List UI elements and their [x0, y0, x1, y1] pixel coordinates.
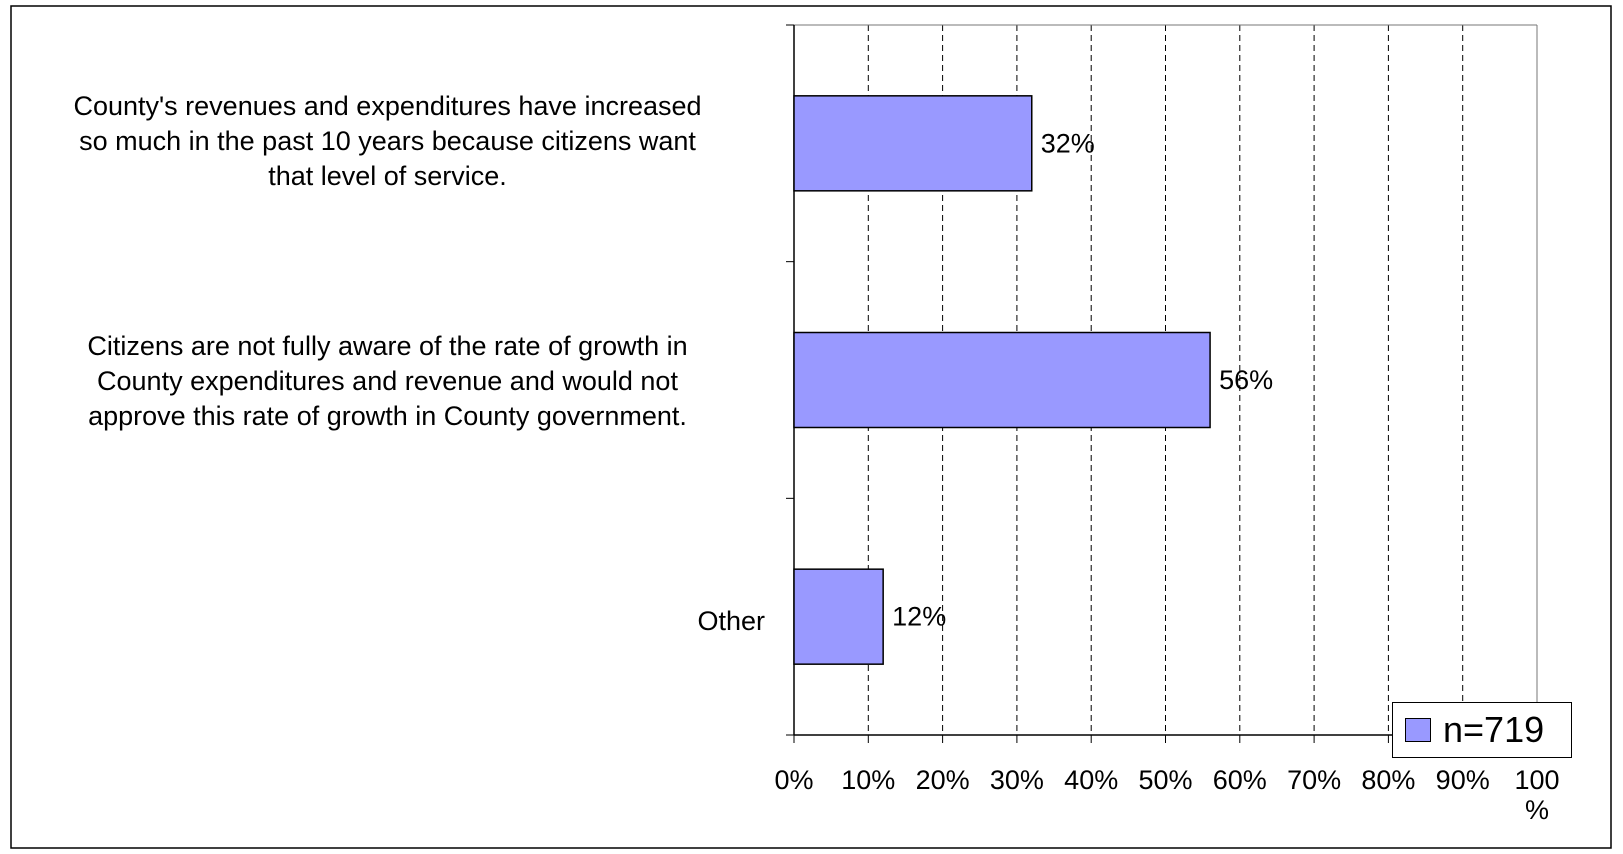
x-tick-label-2: 20% — [916, 765, 970, 795]
x-tick-label-7: 70% — [1287, 765, 1341, 795]
category-label-0-line-3: that level of service. — [268, 161, 507, 191]
data-label-0: 32% — [1041, 128, 1095, 158]
category-label-1: Citizens are not fully aware of the rate… — [0, 329, 775, 434]
x-tick-label-10: 100% — [1514, 765, 1559, 825]
category-label-0-line-1: County's revenues and expenditures have … — [73, 91, 702, 121]
category-label-2: Other — [0, 604, 765, 639]
x-tick-label-6: 60% — [1213, 765, 1267, 795]
category-label-0-line-2: so much in the past 10 years because cit… — [79, 126, 696, 156]
bar-1 — [793, 331, 1211, 429]
x-tick-label-8: 80% — [1361, 765, 1415, 795]
x-tick-label-0: 0% — [774, 765, 813, 795]
category-label-1-line-2: County expenditures and revenue and woul… — [97, 366, 678, 396]
data-label-1: 56% — [1219, 365, 1273, 395]
category-label-1-line-3: approve this rate of growth in County go… — [88, 401, 687, 431]
legend: n=719 — [1392, 702, 1572, 758]
x-tick-label-4: 40% — [1064, 765, 1118, 795]
legend-swatch — [1405, 718, 1431, 742]
category-label-2-line-1: Other — [697, 606, 765, 636]
x-tick-label-9: 90% — [1436, 765, 1490, 795]
category-label-1-line-1: Citizens are not fully aware of the rate… — [87, 331, 688, 361]
legend-label: n=719 — [1443, 709, 1545, 750]
x-tick-label-3: 30% — [990, 765, 1044, 795]
x-tick-label-5: 50% — [1138, 765, 1192, 795]
bar-0 — [793, 95, 1033, 192]
x-tick-label-1: 10% — [841, 765, 895, 795]
category-label-0: County's revenues and expenditures have … — [0, 89, 775, 194]
data-label-2: 12% — [892, 602, 946, 632]
bar-2 — [793, 568, 884, 665]
